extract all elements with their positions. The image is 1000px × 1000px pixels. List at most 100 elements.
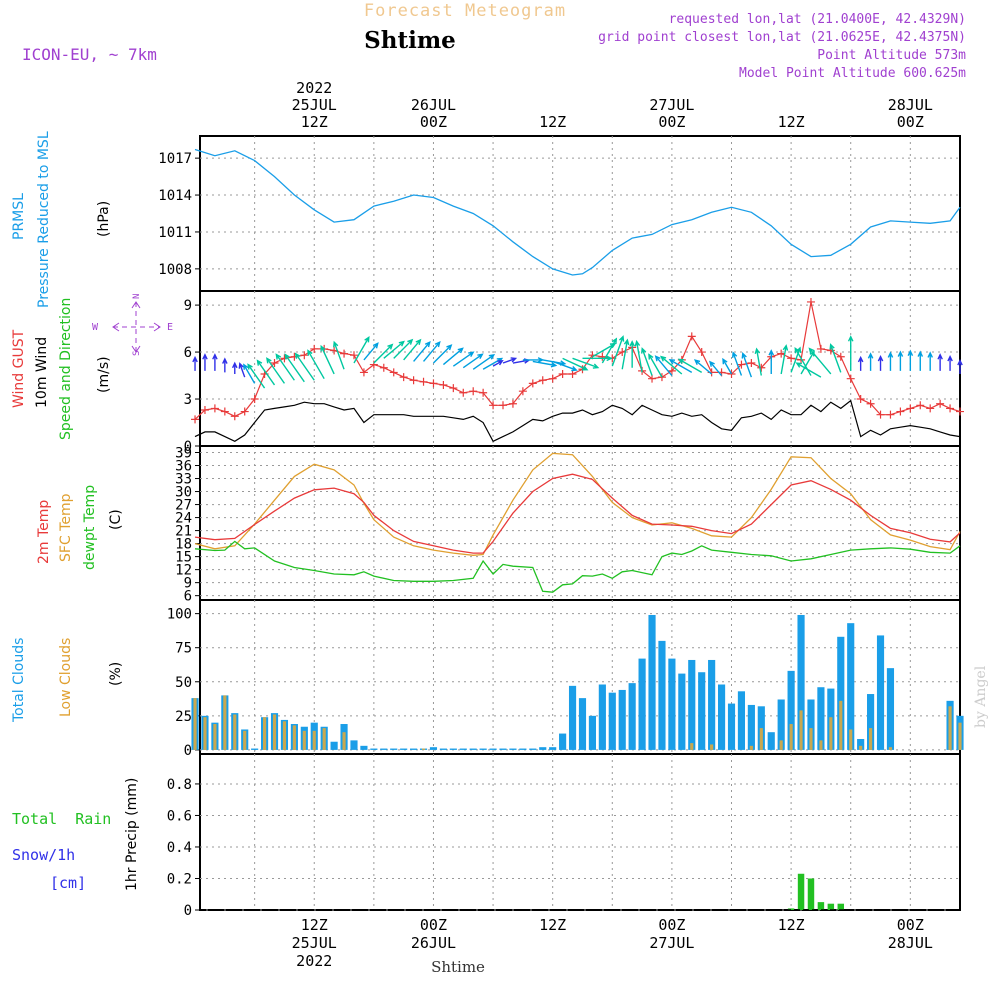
low-cloud-bar: [690, 743, 694, 750]
wind-vector: [552, 360, 578, 372]
model-altitude: Model Point Altitude 600.625m: [739, 66, 966, 81]
total-cloud-bar: [400, 748, 408, 750]
dew-label: dewpt Temp: [82, 485, 98, 570]
wind-vector: [795, 362, 822, 378]
model-label: ICON-EU, ~ 7km: [22, 45, 157, 64]
top-tick-label: 00Z: [897, 113, 924, 131]
low-cloud-bar: [302, 730, 306, 750]
low-cloud-bar: [421, 748, 426, 750]
gust-point: [469, 387, 478, 396]
wind-vector: [648, 353, 663, 378]
bottom-tick-label: 12Z: [539, 916, 566, 934]
total-cloud-bar: [847, 623, 855, 750]
temperature-ytick-label: 18: [175, 537, 192, 553]
wind-vector: [601, 337, 618, 364]
wind-vector: [562, 357, 589, 371]
rain-bar: [807, 878, 815, 910]
temperature-ytick-label: 21: [175, 524, 192, 540]
plot-layer: [191, 148, 964, 911]
total-cloud-bar: [628, 683, 636, 750]
wind-vector: [709, 360, 723, 376]
total-cloud-bar: [459, 748, 467, 750]
wind-vector: [857, 355, 864, 371]
wind-vector: [275, 353, 295, 381]
wind-vector: [284, 353, 305, 383]
low-cloud-bar: [749, 745, 753, 750]
gust-point: [499, 401, 508, 410]
location-title: Shtime: [364, 27, 456, 54]
total-cloud-bar: [618, 689, 626, 750]
wind-vector: [502, 357, 518, 364]
wind-vector: [472, 353, 496, 370]
total-cloud-bar: [390, 748, 398, 750]
precip-ytick-label: 0.8: [167, 777, 192, 793]
gust-point: [806, 297, 815, 306]
wind-vector: [592, 342, 617, 358]
compass-s: S: [132, 351, 142, 356]
low-cloud-bar: [869, 728, 873, 750]
gust-point: [459, 388, 468, 397]
snow-unit: [cm]: [50, 874, 86, 892]
wind-vector: [522, 357, 545, 363]
precip-axis-label: 1hr Precip (mm): [124, 778, 140, 891]
wind-vector: [256, 359, 276, 386]
wind-vector: [887, 351, 894, 371]
gust-point: [777, 349, 786, 358]
wind-ytick-label: 3: [184, 392, 192, 408]
sfc-temp-line: [194, 452, 961, 556]
wind-vector: [877, 354, 884, 371]
wind-vector: [532, 360, 558, 368]
low-cloud-bar: [282, 721, 287, 750]
gust-point: [300, 351, 309, 360]
bottom-tick-label: 27JUL: [649, 934, 694, 952]
clouds-ytick-label: 75: [175, 641, 192, 657]
gust-point: [558, 369, 567, 378]
total-cloud-bar: [429, 747, 438, 750]
low-cloud-bar: [759, 728, 763, 750]
bottom-tick-label: 26JUL: [411, 934, 456, 952]
temperature-ytick-label: 30: [175, 485, 192, 501]
gust-point: [856, 395, 865, 404]
temperature-ytick-label: 12: [175, 563, 192, 579]
gust-point: [648, 374, 657, 383]
total-cloud-bar: [330, 741, 338, 750]
total-cloud-bar: [410, 748, 418, 750]
gust-point: [508, 399, 517, 408]
total-cloud-bar: [469, 748, 477, 750]
gust-point: [687, 332, 696, 341]
gust-point: [866, 399, 875, 408]
total-cloud-bar: [678, 673, 686, 750]
low-cloud-bar: [829, 717, 833, 750]
total-cloud-bar: [767, 732, 775, 750]
rain-bar: [827, 903, 835, 910]
low-cloud-bar: [799, 710, 803, 750]
total-cloud-bar: [509, 748, 517, 750]
low-cloud-bar: [213, 724, 217, 750]
temperature-ytick-label: 6: [184, 589, 192, 605]
pressure-labels: PRMSL Pressure Reduced to MSL (hPa): [11, 131, 112, 308]
total-cloud-bar: [559, 733, 567, 750]
gust-point: [220, 407, 229, 416]
low-cloud-bar: [223, 695, 227, 750]
gust-point: [747, 359, 756, 368]
pressure-ytick-label: 1008: [158, 262, 192, 278]
sfc-label: SFC Temp: [58, 493, 74, 562]
wind-vector: [659, 355, 683, 375]
wind-vector: [847, 335, 854, 371]
bottom-tick-label: 00Z: [658, 916, 685, 934]
total-cloud-bar: [529, 748, 537, 750]
low-cloud-bar: [322, 728, 326, 750]
t2m-label: 2m Temp: [36, 500, 52, 564]
wind-vector: [611, 335, 625, 367]
gust-label: Wind GUST: [11, 329, 27, 408]
wind-vector: [442, 347, 464, 366]
point-altitude: Point Altitude 573m: [817, 48, 966, 63]
rain-bar: [787, 908, 795, 910]
total-cloud-bar: [886, 668, 895, 750]
wind-vector: [917, 350, 924, 371]
wind-vector: [693, 359, 713, 375]
wind-vector: [413, 340, 431, 362]
wind-vector: [754, 347, 762, 376]
total-cloud-bar: [688, 659, 696, 750]
total-clouds-label: Total Clouds: [11, 638, 27, 723]
